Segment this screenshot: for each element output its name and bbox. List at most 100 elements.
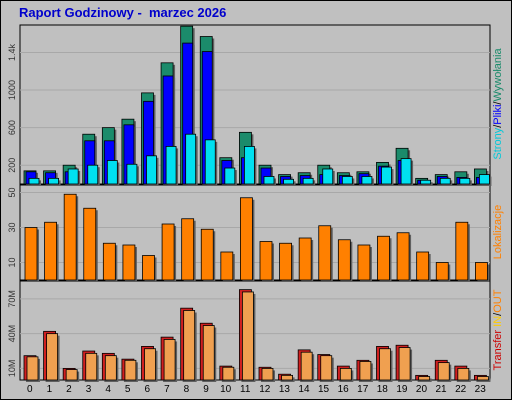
bar-transfer-out	[65, 369, 78, 381]
x-tick-label: 1	[47, 384, 53, 395]
legend-top-part: Pliki	[492, 105, 504, 125]
bar-wywolania	[322, 168, 334, 185]
bar-transfer-out	[124, 359, 137, 381]
bar-transfer-out	[261, 368, 274, 381]
bar-wywolania	[224, 167, 236, 185]
x-tick-label: 20	[416, 384, 428, 395]
bar-lokalizacje	[475, 262, 488, 281]
legend-middle-part: Lokalizacje	[492, 205, 504, 259]
y-tick-label: 40M	[7, 325, 17, 343]
bar-lokalizacje	[298, 237, 312, 281]
y-tick-label: 600	[7, 120, 17, 135]
bar-wywolania	[126, 163, 138, 185]
x-tick-label: 9	[203, 384, 209, 395]
bar-wywolania	[400, 158, 412, 185]
x-tick-label: 17	[357, 384, 369, 395]
bar-transfer-out	[320, 355, 333, 381]
bar-wywolania	[244, 146, 255, 185]
bar-transfer-out	[437, 362, 450, 381]
bar-lokalizacje	[240, 197, 253, 281]
x-tick-label: 13	[279, 384, 291, 395]
y-tick-label: 30	[7, 222, 17, 232]
x-tick-label: 5	[125, 384, 131, 395]
bar-transfer-out	[398, 347, 411, 381]
x-tick-label: 4	[105, 384, 111, 395]
x-tick-label: 22	[455, 384, 467, 395]
bar-wywolania	[283, 178, 294, 185]
bar-transfer-out	[242, 291, 254, 381]
y-tick-label: 70M	[7, 290, 17, 308]
bar-wywolania	[146, 155, 157, 185]
legend-top-part: /	[492, 101, 504, 105]
y-tick-label: 10M	[7, 360, 17, 378]
bar-lokalizacje	[181, 218, 195, 281]
x-tick-label: 12	[259, 384, 271, 395]
bar-lokalizacje	[455, 221, 469, 281]
bar-transfer-out	[46, 333, 58, 381]
bar-transfer-out	[222, 366, 235, 381]
bar-wywolania	[459, 177, 471, 185]
bar-transfer-out	[85, 352, 98, 381]
bar-transfer-out	[418, 376, 431, 381]
y-tick-label: 1000	[7, 80, 17, 100]
bar-transfer-out	[477, 376, 489, 381]
bar-lokalizacje	[83, 207, 97, 281]
bar-transfer-out	[339, 368, 352, 381]
bar-lokalizacje	[318, 225, 332, 281]
bar-lokalizacje	[435, 262, 449, 281]
bar-lokalizacje	[102, 242, 116, 281]
bar-transfer-out	[300, 351, 313, 381]
bar-wywolania	[67, 168, 79, 185]
y-tick-label: 200	[7, 158, 17, 173]
bar-wywolania	[381, 166, 392, 185]
bar-lokalizacje	[161, 223, 175, 281]
bar-lokalizacje	[142, 255, 155, 281]
bar-transfer-out	[457, 368, 470, 381]
y-tick-label: 10	[7, 257, 17, 267]
panel-middle	[19, 184, 491, 281]
chart-title: Raport Godzinowy - marzec 2026	[19, 5, 227, 20]
legend-top-part: /	[492, 124, 504, 128]
bar-lokalizacje	[44, 221, 57, 281]
bar-wywolania	[204, 139, 216, 185]
x-tick-label: 21	[435, 384, 447, 395]
legend-bottom-part: Transfer	[492, 327, 504, 371]
bar-wywolania	[106, 160, 118, 185]
bar-transfer-out	[359, 361, 372, 381]
bar-transfer-out	[26, 356, 39, 381]
x-tick-label: 10	[220, 384, 232, 395]
bar-wywolania	[439, 177, 451, 185]
bar-wywolania	[302, 177, 314, 185]
y-tick-label: 50	[7, 187, 17, 197]
bar-lokalizacje	[24, 227, 38, 281]
bar-lokalizacje	[200, 228, 214, 281]
x-tick-label: 23	[475, 384, 487, 395]
bar-wywolania	[185, 133, 197, 185]
bar-transfer-out	[183, 310, 196, 381]
bar-wywolania	[361, 176, 373, 185]
x-tick-label: 19	[396, 384, 408, 395]
x-tick-label: 0	[27, 384, 33, 395]
x-tick-label: 14	[298, 384, 310, 395]
bar-wywolania	[479, 174, 490, 185]
bar-wywolania	[87, 164, 99, 185]
bar-wywolania	[28, 177, 40, 185]
bar-transfer-out	[379, 348, 391, 381]
legend-top-part: Strony	[492, 127, 504, 159]
legend-bottom: Transfer IN/OUT	[492, 289, 504, 370]
bar-lokalizacje	[357, 244, 371, 281]
legend-top-part: Wywołania	[492, 48, 504, 102]
x-tick-label: 6	[145, 384, 151, 395]
y-tick-label: 1.4k	[7, 43, 17, 61]
bar-transfer-out	[104, 355, 117, 381]
x-tick-label: 2	[66, 384, 72, 395]
legend-top: Strony/Pliki/Wywołania	[492, 48, 504, 160]
x-tick-label: 11	[240, 384, 251, 395]
bar-lokalizacje	[63, 193, 77, 281]
bar-transfer-out	[144, 348, 156, 381]
bar-lokalizacje	[279, 242, 292, 281]
bar-lokalizacje	[220, 251, 234, 281]
bar-lokalizacje	[337, 239, 351, 281]
legend-bottom-part: IN	[492, 316, 504, 327]
